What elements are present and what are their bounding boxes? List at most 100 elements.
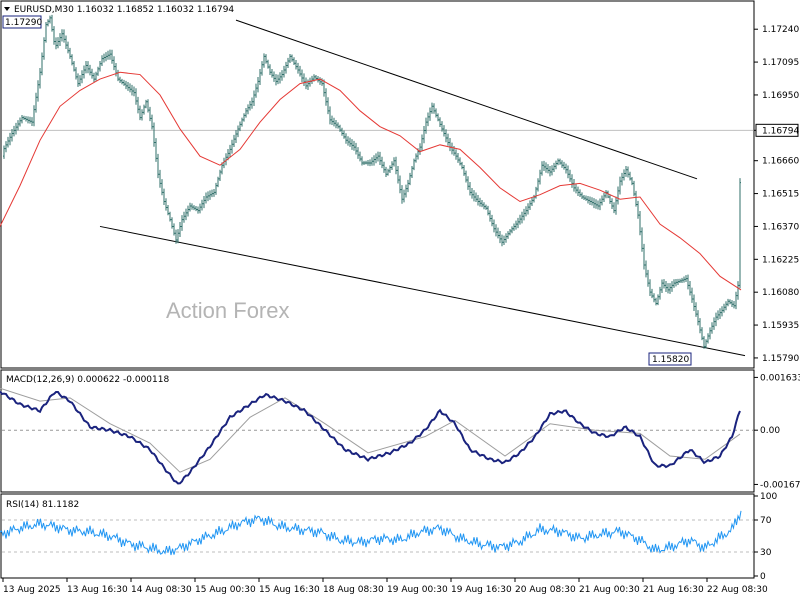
candle-bar: [725, 301, 727, 311]
candle-bar: [189, 202, 191, 212]
watermark: Action Forex: [166, 298, 290, 323]
candle-bar: [593, 198, 595, 209]
candle-bar: [589, 196, 591, 206]
candle-bar: [521, 211, 523, 224]
candle-bar: [591, 197, 593, 206]
candle-bar: [175, 229, 177, 244]
price-pane: [0, 0, 755, 369]
candle-bar: [659, 286, 661, 300]
candle-bar: [163, 188, 165, 205]
candle-bar: [545, 162, 547, 173]
candle-bar: [337, 122, 339, 129]
candle-bar: [315, 74, 317, 80]
macd-tick-label: 0.00: [760, 426, 780, 436]
macd-main-line: [0, 390, 741, 485]
candle-bar: [457, 153, 459, 163]
candle-bar: [489, 210, 491, 222]
candle-bar: [135, 88, 137, 105]
candle-bar: [673, 279, 675, 288]
chart-header: EURUSD,M30 1.16032 1.16852 1.16032 1.167…: [14, 5, 234, 15]
candle-bar: [631, 176, 633, 186]
candle-bar: [129, 83, 131, 93]
candle-bar: [293, 57, 295, 66]
time-tick-label: 20 Aug 08:30: [515, 585, 576, 595]
candle-bar: [573, 178, 575, 192]
candle-bar: [87, 61, 89, 74]
candle-bar: [149, 106, 151, 122]
candle-bar: [539, 169, 541, 185]
candle-bar: [583, 195, 585, 201]
candle-bar: [497, 227, 499, 239]
candle-bar: [437, 113, 439, 122]
candle-bar: [333, 117, 335, 127]
candle-bar: [477, 195, 479, 206]
candle-bar: [257, 76, 259, 93]
candle-bar: [161, 179, 163, 196]
candle-bar: [159, 169, 161, 188]
candle-bar: [295, 59, 297, 70]
candle-bar: [481, 199, 483, 208]
candle-bar: [527, 203, 529, 215]
candle-bar: [285, 61, 287, 74]
candle-bar: [667, 283, 669, 294]
candle-bar: [7, 136, 9, 148]
candle-bar: [349, 137, 351, 147]
candle-bar: [383, 161, 385, 173]
candle-bar: [57, 37, 59, 49]
candle-bar: [343, 130, 345, 139]
candle-bar: [251, 97, 253, 109]
candle-bar: [711, 322, 713, 334]
candle-bar: [167, 204, 169, 216]
candle-bar: [65, 35, 67, 50]
candle-bar: [171, 217, 173, 229]
candle-bar: [731, 300, 733, 307]
candle-bar: [671, 281, 673, 292]
candle-bar: [503, 235, 505, 245]
chevron-down-icon[interactable]: [4, 7, 10, 11]
candle-bar: [451, 142, 453, 155]
candle-bar: [479, 197, 481, 207]
candle-bar: [483, 202, 485, 210]
candle-bar: [143, 104, 145, 115]
candle-bar: [709, 327, 711, 340]
candle-bar: [277, 74, 279, 85]
candle-bar: [389, 165, 391, 173]
candle-bar: [25, 116, 27, 122]
rsi-tick-label: 100: [760, 492, 777, 502]
candle-bar: [237, 125, 239, 138]
candle-bar: [581, 192, 583, 200]
price-tick-label: 1.16950: [762, 91, 799, 101]
candle-bar: [347, 136, 349, 146]
candle-bar: [281, 70, 283, 81]
candle-bar: [675, 278, 677, 287]
candle-bar: [361, 156, 363, 166]
candle-bar: [433, 103, 435, 114]
candle-bar: [645, 260, 647, 278]
candle-bar: [107, 50, 109, 60]
candle-bar: [273, 71, 275, 82]
candle-bar: [371, 157, 373, 166]
candle-bar: [407, 179, 409, 193]
candle-bar: [345, 133, 347, 144]
candle-bar: [475, 192, 477, 202]
candle-bar: [147, 99, 149, 113]
candle-bar: [81, 70, 83, 84]
candle-bar: [211, 189, 213, 198]
rsi-line: [0, 510, 742, 556]
candle-bar: [733, 300, 735, 309]
price-tick-label: 1.16515: [762, 190, 799, 200]
candle-bar: [543, 160, 545, 172]
candle-bar: [561, 160, 563, 168]
trendline: [235, 19, 698, 180]
price-tick-label: 1.15935: [762, 321, 799, 331]
candle-bar: [459, 157, 461, 166]
candle-bar: [409, 172, 411, 186]
candle-bar: [269, 64, 271, 75]
candle-bar: [41, 52, 43, 76]
candle-bar: [95, 71, 97, 81]
macd-pane: [0, 369, 755, 493]
candle-bar: [359, 151, 361, 162]
candle-bar: [197, 206, 199, 214]
candle-bar: [473, 190, 475, 202]
